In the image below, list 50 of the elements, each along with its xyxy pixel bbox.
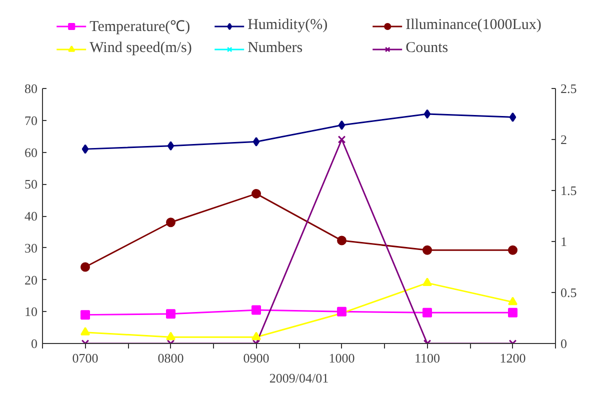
y2-tick-label: 0.5 <box>560 285 577 300</box>
y-tick-label: 10 <box>24 304 38 320</box>
point <box>508 308 518 318</box>
point <box>337 236 346 246</box>
point <box>80 262 90 272</box>
x-tick-label: 0700 <box>72 350 98 366</box>
y-tick-label: 20 <box>24 272 38 288</box>
point <box>424 109 431 119</box>
point <box>166 309 176 319</box>
y-tick-label: 40 <box>24 208 38 224</box>
y2-tick-label: 1.5 <box>560 183 577 198</box>
point <box>252 136 260 146</box>
legend-label: Humidity(%) <box>248 17 329 34</box>
point <box>338 120 346 130</box>
legend-label: Temperature(℃) <box>90 18 192 36</box>
y2-tick-label: 2 <box>560 132 567 147</box>
point <box>508 245 518 255</box>
point <box>80 326 90 336</box>
point <box>422 308 432 318</box>
y-tick-label: 30 <box>24 240 38 256</box>
x-tick-label: 1000 <box>328 350 355 366</box>
point <box>166 332 176 340</box>
y-tick-label: 70 <box>24 112 38 128</box>
legend-label: Numbers <box>248 40 304 57</box>
legend-label: Counts <box>406 40 450 57</box>
point <box>80 310 90 320</box>
x-tick-label: 1100 <box>414 350 440 366</box>
legend-label: Wind speed(m/s) <box>90 40 193 57</box>
x-axis-title: 2009/04/01 <box>269 370 329 386</box>
x-tick-label: 1200 <box>500 350 526 366</box>
x-tick-label: 0800 <box>158 350 184 366</box>
y-tick-label: 80 <box>24 81 38 96</box>
point <box>252 188 261 198</box>
point <box>252 332 261 340</box>
y2-tick-label: 2.5 <box>560 81 577 96</box>
y-tick-label: 50 <box>24 176 38 192</box>
point <box>422 278 432 286</box>
point <box>82 144 89 154</box>
point <box>422 245 432 255</box>
y-tick-label: 60 <box>24 144 38 160</box>
y-tick-label: 0 <box>31 336 38 351</box>
point <box>167 141 174 151</box>
y2-tick-label: 1 <box>560 234 567 249</box>
point <box>509 112 516 122</box>
y2-tick-label: 0 <box>560 336 567 351</box>
point <box>252 305 261 315</box>
point <box>166 218 176 228</box>
point <box>508 296 518 306</box>
x-tick-label: 0900 <box>243 350 270 366</box>
legend-label: Illuminance(1000Lux) <box>406 17 542 34</box>
